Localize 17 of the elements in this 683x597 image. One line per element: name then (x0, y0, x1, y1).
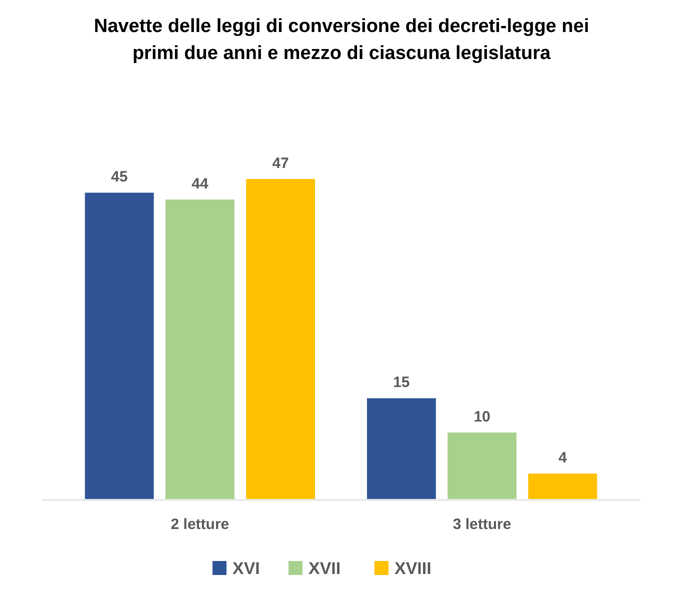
data-label: 10 (474, 408, 490, 426)
data-label: 44 (192, 176, 209, 193)
bar (526, 472, 600, 501)
x-tick-label: 2 letture (170, 516, 230, 533)
legend-label: XVI (232, 559, 260, 578)
x-tick-label: 3 letture (452, 516, 512, 533)
data-label: 15 (393, 374, 410, 392)
data-label: 4 (558, 450, 568, 467)
legend-label: XVIII (394, 559, 432, 578)
bar (244, 177, 318, 501)
data-label: 45 (111, 168, 128, 186)
bar (82, 190, 156, 501)
bar (364, 396, 438, 501)
bar (164, 198, 236, 501)
legend-label: XVII (308, 559, 341, 578)
data-label: 47 (272, 155, 289, 172)
chart-title: Navette delle leggi di conversione dei decreti-legge nei primi due anni e mezzo di ciascuna legislatura (94, 16, 590, 64)
